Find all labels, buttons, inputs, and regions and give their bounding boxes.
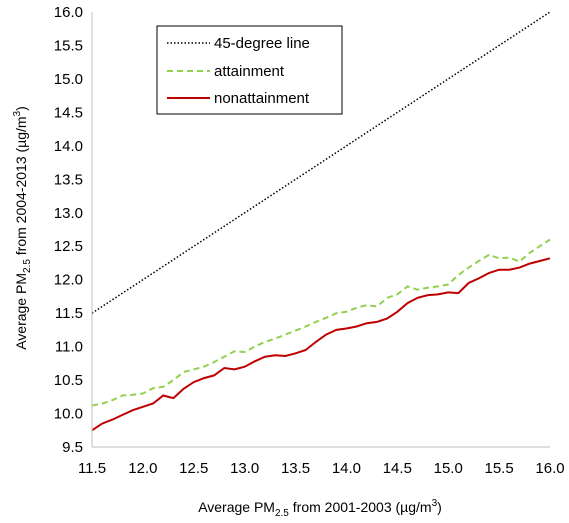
axes: [91, 12, 550, 448]
legend: 45-degree line attainment nonattainment: [156, 25, 343, 115]
x-axis-label-suffix: from 2001-2003 (µg/m: [289, 499, 432, 515]
y-tick-label: 14.5: [54, 104, 83, 121]
y-axis-label: Average PM2.5 from 2004-2013 (µg/m3): [12, 106, 33, 350]
y-tick-label: 10.5: [54, 372, 83, 389]
x-tick-label: 11.5: [78, 460, 106, 477]
x-axis-label-sub: 2.5: [275, 508, 289, 519]
x-tick-label: 15.5: [485, 460, 514, 477]
y-tick-label: 10.0: [54, 406, 83, 423]
y-tick-label: 11.5: [55, 305, 83, 322]
y-tick-labels: 9.5 10.0 10.5 11.0 11.5 12.0 12.5 13.0 13.5 14.0 1…: [54, 4, 83, 456]
x-tick-label: 14.0: [332, 460, 361, 477]
x-tick-label: 13.0: [230, 460, 259, 477]
series-line-attainment: [91, 238, 551, 407]
y-tick-label: 16.0: [54, 4, 83, 21]
x-tick-label: 15.0: [434, 460, 463, 477]
y-tick-label: 14.0: [54, 138, 83, 155]
x-axis-label-prefix: Average PM: [198, 499, 275, 515]
series-line-45-degree-line: [91, 11, 551, 314]
y-axis-label-sup: 3: [12, 110, 23, 116]
series-line-nonattainment: [91, 257, 551, 432]
x-tick-label: 16.0: [535, 460, 564, 477]
x-tick-label: 12.5: [179, 460, 208, 477]
y-tick-label: 11.0: [55, 339, 83, 356]
x-tick-label: 12.0: [128, 460, 157, 477]
x-axis-label-sup: 3: [432, 498, 438, 509]
y-tick-label: 15.0: [54, 71, 83, 88]
x-axis-label: Average PM2.5 from 2001-2003 (µg/m3): [198, 498, 442, 519]
y-tick-label: 9.5: [62, 439, 83, 456]
plot-area: [91, 11, 551, 432]
y-tick-label: 15.5: [54, 37, 83, 54]
y-axis-label-prefix: Average PM: [13, 273, 29, 350]
y-tick-label: 13.5: [54, 171, 83, 188]
y-axis-label-end: ): [13, 106, 29, 111]
y-tick-label: 12.0: [54, 272, 83, 289]
y-tick-label: 12.5: [54, 238, 83, 255]
x-tick-labels: 11.5 12.0 12.5 13.0 13.5 14.0 14.5 15.0 15.5 16.0: [78, 460, 565, 477]
legend-label-45-degree-line: 45-degree line: [214, 35, 310, 52]
x-tick-label: 13.5: [281, 460, 310, 477]
x-tick-label: 14.5: [383, 460, 412, 477]
y-tick-label: 13.0: [54, 205, 83, 222]
legend-label-attainment: attainment: [214, 63, 285, 80]
legend-label-nonattainment: nonattainment: [214, 90, 310, 107]
x-axis-label-end: ): [437, 499, 442, 515]
y-axis-label-sub: 2.5: [22, 259, 33, 273]
y-axis-label-suffix: from 2004-2013 (µg/m: [13, 116, 29, 259]
